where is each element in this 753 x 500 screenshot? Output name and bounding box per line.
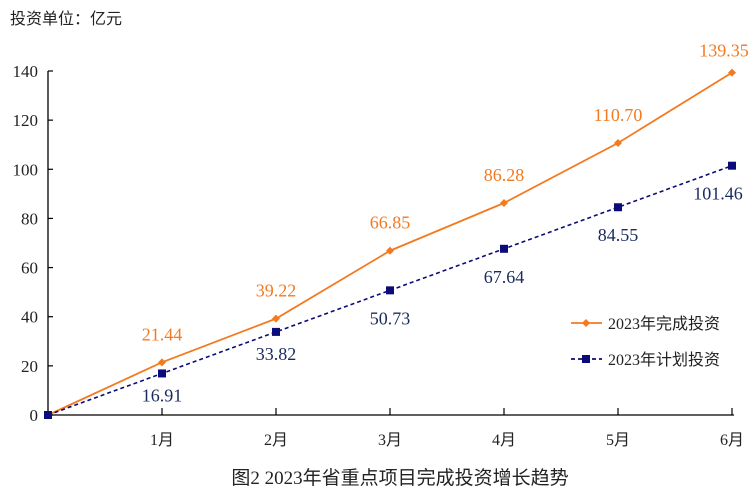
- x-tick-label: 6月: [720, 432, 744, 449]
- x-tick-label: 3月: [378, 432, 402, 449]
- x-tick-label: 1月: [150, 432, 174, 449]
- data-point: [158, 369, 166, 378]
- y-tick-label: 100: [13, 160, 39, 179]
- unit-label: 投资单位：亿元: [10, 10, 122, 28]
- legend-marker: [582, 355, 590, 363]
- data-label: 66.85: [370, 213, 411, 233]
- data-point: [614, 138, 622, 147]
- x-tick-label: 5月: [606, 432, 630, 449]
- y-tick-label: 0: [30, 406, 39, 425]
- y-tick-label: 80: [21, 209, 38, 228]
- y-tick-label: 120: [13, 111, 39, 130]
- legend-label: 2023年完成投资: [608, 315, 720, 333]
- data-label: 110.70: [594, 105, 643, 125]
- data-label: 101.46: [693, 184, 743, 204]
- x-tick-label: 2月: [264, 432, 288, 449]
- data-label: 84.55: [598, 225, 639, 245]
- data-point: [386, 286, 394, 295]
- data-label: 67.64: [484, 267, 525, 287]
- y-tick-label: 60: [21, 259, 38, 278]
- data-point: [272, 314, 280, 323]
- x-tick-label: 4月: [492, 432, 516, 449]
- data-point: [614, 203, 622, 212]
- data-point: [728, 161, 736, 170]
- data-label: 33.82: [256, 344, 297, 364]
- data-point: [158, 358, 166, 367]
- y-tick-label: 140: [13, 62, 39, 81]
- data-point: [728, 68, 736, 77]
- data-point: [386, 246, 394, 255]
- data-point: [272, 327, 280, 336]
- data-label: 50.73: [370, 308, 411, 328]
- data-label: 139.35: [699, 41, 749, 61]
- y-tick-label: 20: [21, 357, 38, 376]
- legend-label: 2023年计划投资: [608, 351, 720, 369]
- data-label: 16.91: [142, 385, 183, 405]
- data-point: [500, 244, 508, 253]
- data-label: 39.22: [256, 281, 297, 301]
- legend-marker: [582, 319, 590, 327]
- y-tick-label: 40: [21, 308, 38, 327]
- data-label: 21.44: [142, 324, 183, 344]
- data-label: 86.28: [484, 165, 525, 185]
- chart-title: 图2 2023年省重点项目完成投资增长趋势: [231, 467, 568, 489]
- data-point: [44, 411, 52, 419]
- data-point: [500, 198, 508, 207]
